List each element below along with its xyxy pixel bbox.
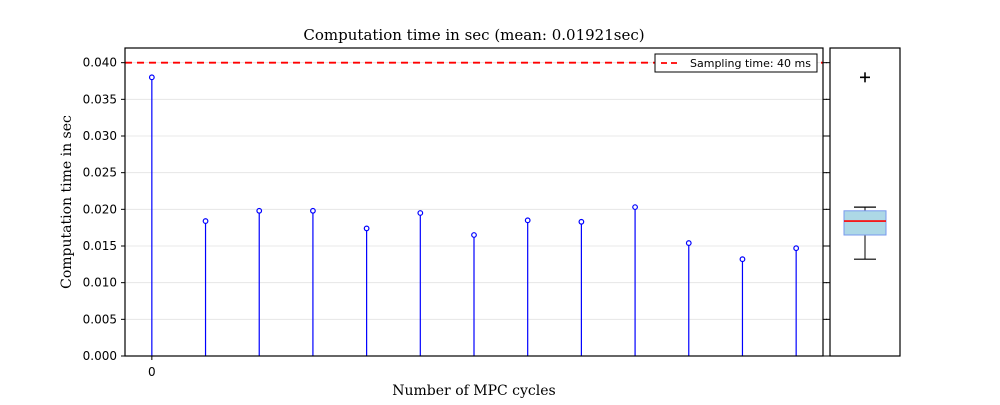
stem-marker bbox=[524, 217, 531, 224]
stem-marker bbox=[417, 210, 424, 216]
stem-marker bbox=[739, 256, 746, 263]
stem-marker bbox=[310, 207, 316, 214]
legend: Sampling time: 40 ms bbox=[654, 53, 818, 73]
x-tick-label: 0 bbox=[148, 365, 156, 379]
axis-layer: 0.000 0.005 0.010 0.015 0.020 0.025 0.030 0.035… bbox=[83, 56, 830, 379]
stem-marker bbox=[471, 232, 477, 238]
boxplot-frame bbox=[829, 47, 901, 357]
main-plot-frame bbox=[124, 47, 824, 357]
y-tick-label: 0.015 bbox=[83, 239, 117, 253]
boxplot-layer bbox=[843, 72, 887, 260]
stem-marker bbox=[578, 218, 585, 225]
y-axis-label: Computation time in sec bbox=[59, 115, 75, 289]
x-axis-label: Number of MPC cycles bbox=[392, 383, 555, 399]
stem-marker bbox=[363, 225, 370, 232]
y-tick-label: 0.005 bbox=[83, 312, 117, 326]
y-tick-label: 0.010 bbox=[83, 276, 117, 290]
stem-marker bbox=[793, 245, 800, 252]
stem-layer bbox=[148, 74, 800, 356]
y-tick-label: 0.040 bbox=[83, 56, 117, 70]
stem-marker bbox=[685, 240, 692, 246]
y-tick-label: 0.000 bbox=[83, 349, 117, 363]
y-tick-label: 0.035 bbox=[83, 92, 117, 106]
chart-title: Computation time in sec (mean: 0.01921se… bbox=[303, 26, 644, 44]
stem-marker bbox=[256, 207, 263, 214]
y-tick-label: 0.030 bbox=[83, 129, 117, 143]
legend-box bbox=[654, 53, 818, 73]
box-iqr bbox=[843, 210, 887, 236]
legend-label: Sampling time: 40 ms bbox=[690, 57, 811, 70]
stem-marker bbox=[148, 74, 155, 81]
stem-marker bbox=[202, 218, 209, 224]
y-tick-label: 0.020 bbox=[83, 202, 117, 216]
y-tick-label: 0.025 bbox=[83, 166, 117, 180]
stem-marker bbox=[632, 204, 638, 211]
